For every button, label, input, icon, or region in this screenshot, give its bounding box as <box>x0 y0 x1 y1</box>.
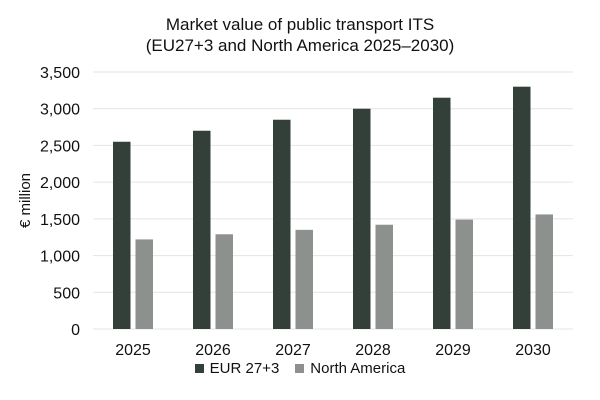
bar-eur-2028 <box>353 108 371 329</box>
bar-north-america-2026 <box>215 234 233 329</box>
legend-item-eur: EUR 27+3 <box>194 360 280 377</box>
y-tick-label: 1,000 <box>40 249 80 266</box>
y-tick-label: 0 <box>71 322 80 339</box>
bar-eur-2026 <box>193 130 211 329</box>
bar-north-america-2027 <box>295 229 313 329</box>
y-tick-label: 3,500 <box>40 65 80 82</box>
x-tick-label: 2026 <box>195 342 231 359</box>
x-tick-label: 2030 <box>515 342 551 359</box>
bar-north-america-2025 <box>135 239 153 329</box>
y-tick-label: 500 <box>53 285 80 302</box>
y-axis-label: € million <box>17 173 34 228</box>
y-tick-label: 2,000 <box>40 175 80 192</box>
bar-north-america-2030 <box>535 214 553 329</box>
chart-title: Market value of public transport ITS (EU… <box>0 14 600 56</box>
legend-swatch-eur <box>194 364 204 373</box>
legend-label-north-america: North America <box>310 360 406 377</box>
bar-eur-2030 <box>513 86 531 329</box>
x-tick-label: 2029 <box>435 342 471 359</box>
x-tick-label: 2028 <box>355 342 391 359</box>
bar-eur-2027 <box>273 119 291 329</box>
y-tick-label: 2,500 <box>40 138 80 155</box>
bar-eur-2029 <box>433 97 451 329</box>
x-tick-label: 2027 <box>275 342 311 359</box>
legend-item-north-america: North America <box>295 360 405 377</box>
legend: EUR 27+3 North America <box>0 360 600 377</box>
bar-north-america-2028 <box>375 224 393 329</box>
legend-label-eur: EUR 27+3 <box>209 360 280 377</box>
x-tick-label: 2025 <box>115 342 151 359</box>
chart-title-line-1: Market value of public transport ITS <box>165 15 435 34</box>
bar-eur-2025 <box>113 141 131 329</box>
y-tick-label: 1,500 <box>40 212 80 229</box>
y-tick-label: 3,000 <box>40 102 80 119</box>
chart-title-line-2: (EU27+3 and North America 2025–2030) <box>145 36 455 55</box>
bar-north-america-2029 <box>455 219 473 329</box>
legend-swatch-north-america <box>295 364 305 373</box>
